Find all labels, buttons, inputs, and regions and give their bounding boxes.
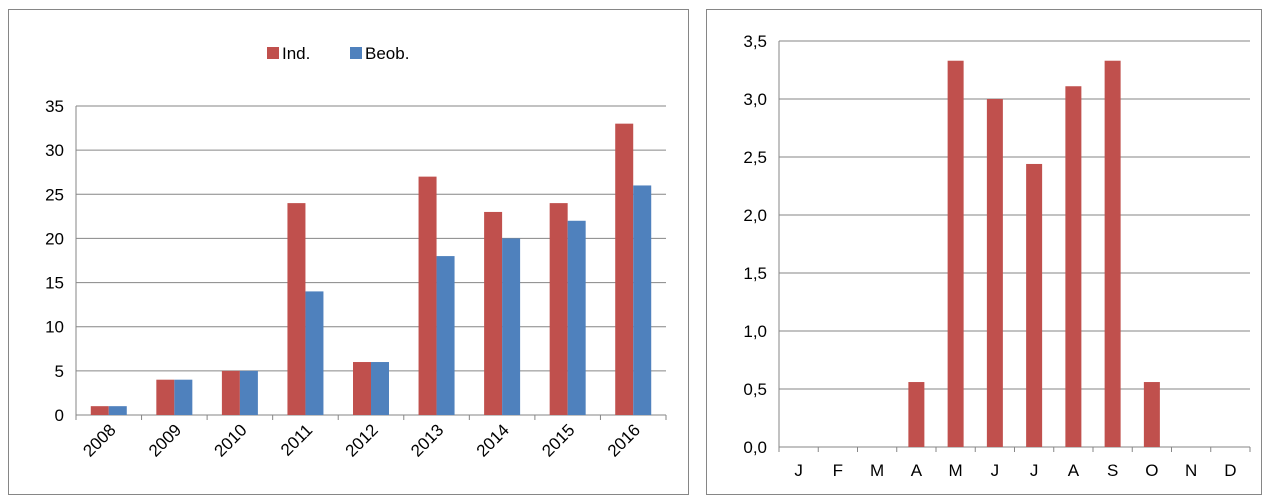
- y-tick-label: 10: [45, 318, 64, 337]
- y-tick-label: 35: [45, 97, 64, 116]
- bar-ind-2013: [418, 176, 437, 415]
- y-tick-label: 2,5: [743, 148, 767, 167]
- x-tick-label: A: [1068, 461, 1080, 480]
- bar-month-6: [986, 99, 1003, 447]
- x-tick-label: 2014: [473, 420, 513, 460]
- bar-month-8: [1065, 86, 1082, 448]
- bar-beob-2013: [436, 256, 455, 415]
- y-tick-label: 0,5: [743, 380, 767, 399]
- bar-ind-2008: [90, 406, 109, 415]
- x-tick-label: 2016: [604, 420, 644, 460]
- bar-ind-2011: [287, 203, 306, 415]
- y-tick-label: 0,0: [743, 438, 767, 457]
- legend-label: Beob.: [365, 44, 409, 63]
- y-tick-label: 5: [55, 362, 64, 381]
- bar-beob-2014: [502, 238, 521, 415]
- x-tick-label: O: [1145, 461, 1158, 480]
- bar-ind-2010: [221, 370, 240, 415]
- x-tick-label: J: [794, 461, 803, 480]
- x-tick-label: 2013: [407, 420, 447, 460]
- x-tick-label: 2011: [277, 420, 316, 459]
- legend-label: Ind.: [282, 44, 310, 63]
- bar-beob-2010: [239, 370, 258, 415]
- y-tick-label: 3,5: [743, 32, 767, 51]
- bar-beob-2012: [371, 362, 389, 415]
- bar-month-5: [947, 60, 964, 447]
- bar-beob-2016: [633, 185, 652, 415]
- bar-month-9: [1104, 60, 1121, 447]
- x-tick-label: J: [991, 461, 1000, 480]
- bar-ind-2014: [484, 211, 503, 415]
- x-tick-label: 2015: [538, 420, 578, 460]
- x-tick-label: 2012: [342, 420, 382, 460]
- x-tick-label: 2009: [145, 420, 185, 460]
- x-tick-label: M: [949, 461, 963, 480]
- x-tick-label: D: [1224, 461, 1236, 480]
- x-tick-label: M: [870, 461, 884, 480]
- bar-ind-2009: [156, 379, 175, 415]
- y-tick-label: 2,0: [743, 206, 767, 225]
- x-tick-label: 2008: [79, 420, 119, 460]
- bar-ind-2016: [615, 123, 634, 416]
- legend-swatch-beob: [350, 47, 362, 59]
- bar-ind-2012: [353, 362, 371, 415]
- y-tick-label: 20: [45, 229, 64, 248]
- x-tick-label: N: [1185, 461, 1197, 480]
- bar-beob-2011: [305, 291, 324, 415]
- x-tick-label: A: [911, 461, 923, 480]
- bar-ind-2015: [549, 203, 568, 415]
- bar-beob-2008: [108, 406, 127, 415]
- chart-panel-monthly: 0,0 0,5 1,0 1,5 2,0 2,5 3,0 3,5 J F M A M J J A S O N D: [706, 9, 1262, 495]
- x-tick-label: 2010: [211, 420, 251, 460]
- y-tick-label: 25: [45, 185, 64, 204]
- y-tick-label: 3,0: [743, 90, 767, 109]
- bar-month-4: [908, 382, 925, 447]
- y-tick-label: 0: [55, 406, 64, 425]
- legend-swatch-ind: [267, 47, 279, 59]
- monthly-bar-chart: 0,0 0,5 1,0 1,5 2,0 2,5 3,0 3,5 J F M A M J J A S O N D: [743, 32, 1251, 480]
- chart-panel-yearly: 0 5 10 15 20 25 30 35 2008 2009 2010 2011 2012 2013 20…: [8, 9, 689, 495]
- bar-month-7: [1026, 163, 1043, 447]
- yearly-bar-chart: 0 5 10 15 20 25 30 35 2008 2009 2010 2011 2012 2013 20…: [45, 44, 667, 461]
- bar-month-10: [1143, 382, 1160, 447]
- y-tick-label: 15: [45, 274, 64, 293]
- y-tick-label: 1,0: [743, 322, 767, 341]
- bar-beob-2009: [174, 379, 193, 415]
- x-tick-label: S: [1107, 461, 1118, 480]
- y-tick-label: 30: [45, 141, 64, 160]
- bar-beob-2015: [567, 220, 586, 415]
- y-tick-label: 1,5: [743, 264, 767, 283]
- x-tick-label: F: [833, 461, 843, 480]
- x-tick-label: J: [1030, 461, 1039, 480]
